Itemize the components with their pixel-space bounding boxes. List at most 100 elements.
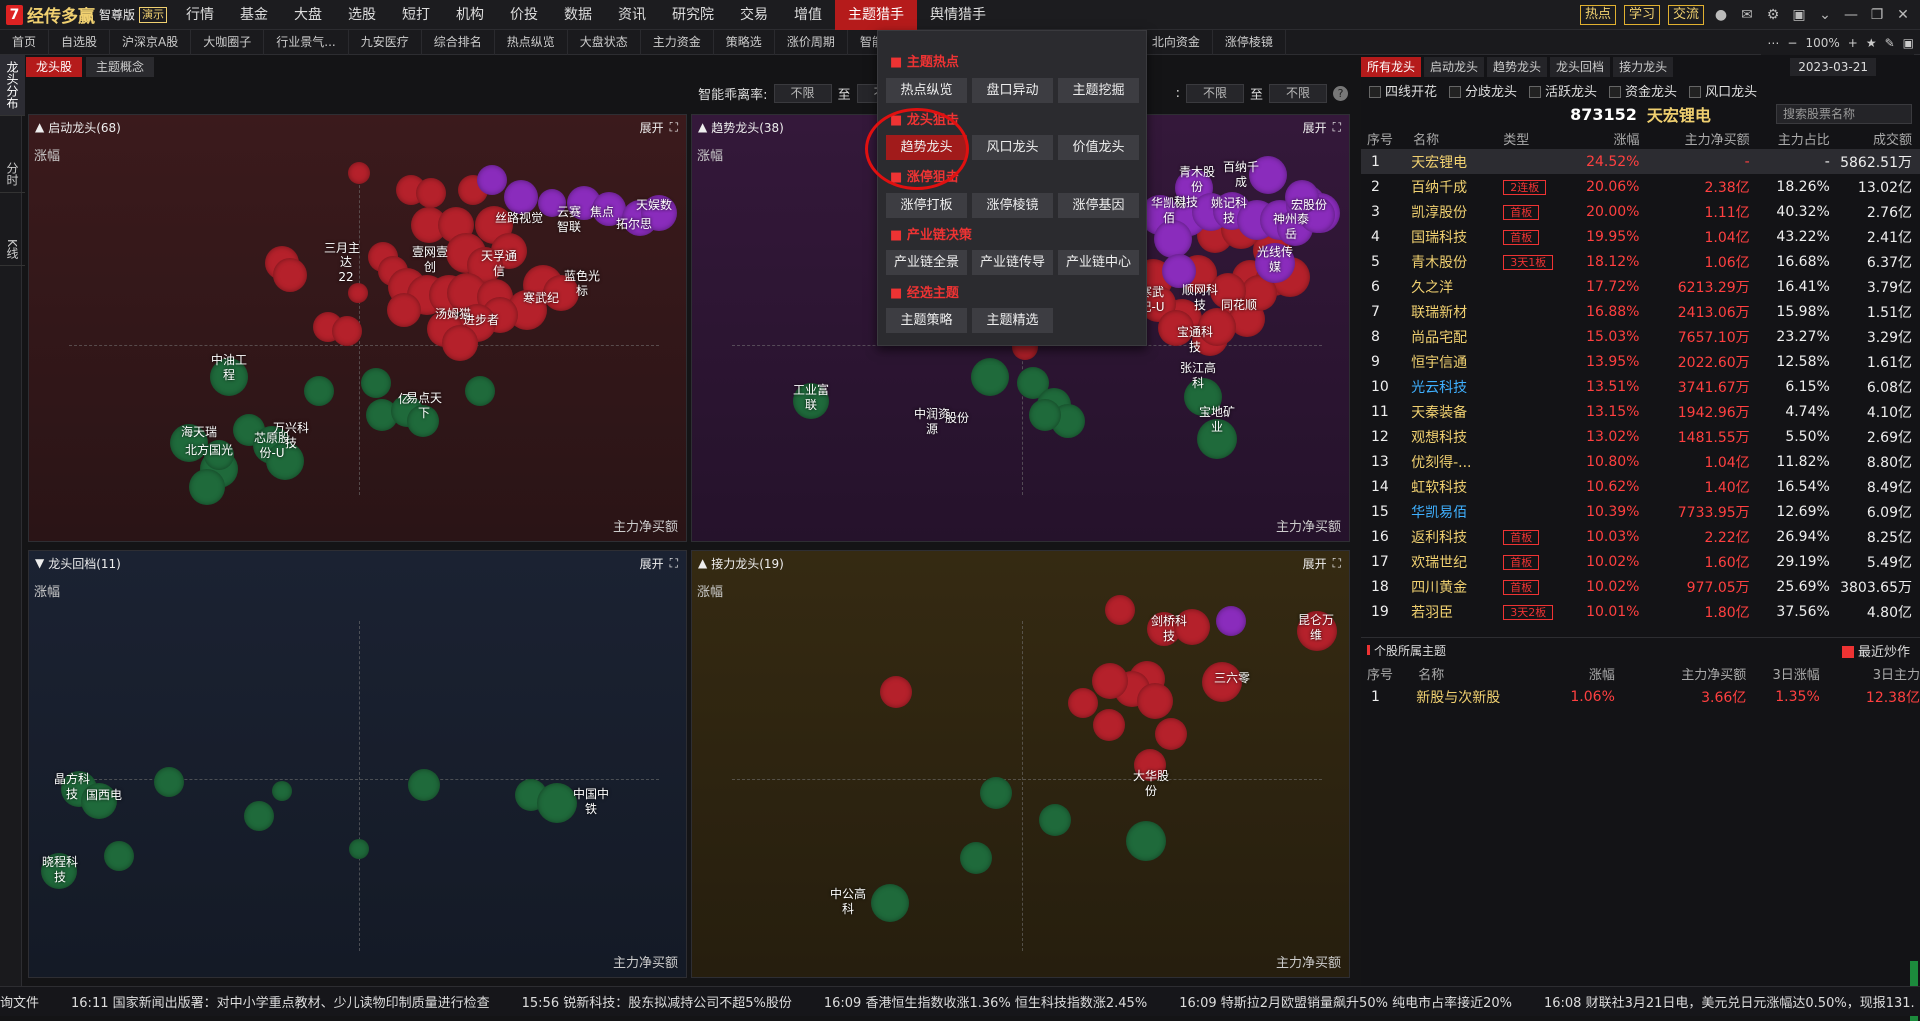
table-row[interactable]: 19 若羽臣 3天2板 10.01% 1.80亿 37.56% 4.80亿 <box>1361 599 1920 624</box>
column-header[interactable]: 主力净买额 <box>1681 667 1747 683</box>
window-icon[interactable]: ▣ <box>1792 7 1806 23</box>
expand-button[interactable]: 展开 <box>639 121 664 135</box>
stock-bubble[interactable] <box>1029 399 1061 431</box>
stock-label[interactable]: 百纳千成 <box>1222 160 1259 189</box>
stock-bubble[interactable] <box>1198 308 1236 346</box>
date-selector[interactable]: 2023-03-21 <box>1790 58 1876 76</box>
stock-bubble[interactable] <box>1216 606 1246 636</box>
deviation-min-input[interactable]: 不限 <box>773 83 832 103</box>
stock-label[interactable]: 昆仑万维 <box>1297 613 1334 642</box>
stock-bubble[interactable] <box>266 442 304 480</box>
table-row[interactable]: 13 优刻得-... 10.80% 1.04亿 11.82% 8.80亿 <box>1361 449 1920 474</box>
chevron-down-icon[interactable]: ⌄ <box>1819 7 1831 23</box>
stock-label[interactable]: 万兴科技 <box>272 421 309 450</box>
menu-chain-center[interactable]: 产业链中心 <box>1058 250 1139 275</box>
table-row[interactable]: 11 天秦装备 13.15% 1942.96万 4.74% 4.10亿 <box>1361 399 1920 424</box>
stock-bubble[interactable] <box>408 769 440 801</box>
tab-item[interactable]: 首页 <box>0 29 50 55</box>
stock-label[interactable]: 蓝色光标 <box>563 269 600 298</box>
stock-bubble[interactable] <box>1184 378 1222 416</box>
stock-label[interactable]: 进步者 <box>462 313 499 327</box>
expand-button[interactable]: 展开 <box>639 557 664 571</box>
stock-bubble[interactable] <box>1197 419 1237 459</box>
stock-bubble[interactable] <box>349 839 369 859</box>
table-row[interactable]: 14 虹软科技 10.62% 1.40亿 16.54% 8.49亿 <box>1361 474 1920 499</box>
stock-bubble[interactable] <box>244 801 274 831</box>
nav-item[interactable]: 选股 <box>348 6 377 23</box>
nav-item[interactable]: 行情 <box>186 6 215 23</box>
stock-bubble[interactable] <box>1134 749 1166 781</box>
tab-item[interactable]: 涨停棱镜 <box>1213 29 1286 55</box>
tab-item[interactable]: 北向资金 <box>1140 29 1213 55</box>
stock-bubble[interactable] <box>537 783 577 823</box>
table-row[interactable]: 5 青木股份 3天1板 18.12% 1.06亿 16.68% 6.37亿 <box>1361 249 1920 274</box>
stock-label[interactable]: 中润资源 <box>913 407 950 436</box>
column-header[interactable]: 成交额 <box>1872 132 1912 148</box>
stock-label[interactable]: 天娱数 <box>635 198 672 212</box>
stock-label[interactable]: 神州泰岳 <box>1272 212 1309 241</box>
stock-bubble[interactable] <box>204 440 234 470</box>
ticker-item[interactable]: 16:09 特斯拉2月欧盟销量飙升50% 纯电市占率接近20% <box>1179 996 1512 1011</box>
column-header[interactable]: 3日涨幅 <box>1772 667 1820 683</box>
close-icon[interactable]: ✕ <box>1897 7 1909 23</box>
stock-label[interactable]: 宏股份 <box>1290 198 1327 212</box>
stock-label[interactable]: 工业富联 <box>792 383 829 412</box>
stock-label[interactable]: 海天瑞 <box>180 425 217 439</box>
table-row[interactable]: 12 观想科技 13.02% 1481.55万 5.50% 2.69亿 <box>1361 424 1920 449</box>
table-row[interactable]: 1 天宏锂电 24.52% - -5862.51万 <box>1361 149 1920 174</box>
stock-bubble[interactable] <box>641 195 677 231</box>
column-header[interactable]: 序号 <box>1367 132 1394 148</box>
stock-bubble[interactable] <box>81 783 117 819</box>
ticker-item[interactable]: 询文件 <box>0 996 40 1011</box>
tab-item[interactable]: 主力资金 <box>641 29 714 55</box>
tab-item[interactable]: 大盘状态 <box>568 29 641 55</box>
stock-bubble[interactable] <box>348 283 368 303</box>
stock-label[interactable]: 张江高科 <box>1179 361 1216 390</box>
filter-checkbox[interactable]: 风口龙头 <box>1689 81 1757 100</box>
stock-bubble[interactable] <box>1158 310 1194 346</box>
view-intraday[interactable]: 分时 <box>0 156 25 193</box>
menu-theme-selection[interactable]: 主题精选 <box>972 308 1053 333</box>
menu-theme-mining[interactable]: 主题挖掘 <box>1058 78 1139 103</box>
expand-button[interactable]: 展开 <box>1302 557 1327 571</box>
stock-bubble[interactable] <box>361 368 391 398</box>
stock-bubble[interactable] <box>1137 683 1173 719</box>
leader-tab[interactable]: 趋势龙头 <box>1487 57 1548 77</box>
stock-bubble[interactable] <box>871 884 909 922</box>
ticker-item[interactable]: 16:11 国家新闻出版署：对中小学重点教材、少儿读物印制质量进行检查 <box>71 996 490 1011</box>
tab-item[interactable]: 自选股 <box>49 29 111 55</box>
stock-bubble[interactable] <box>880 676 912 708</box>
message-icon[interactable]: ✉ <box>1741 7 1753 23</box>
column-header[interactable]: 涨幅 <box>1613 132 1640 148</box>
stock-label[interactable]: 科技 <box>1173 195 1198 209</box>
menu-wind-leader[interactable]: 风口龙头 <box>972 135 1053 160</box>
tab-item[interactable]: 涨价周期 <box>775 29 848 55</box>
expand-button[interactable]: 展开 <box>1302 121 1327 135</box>
stock-bubble[interactable] <box>104 841 134 871</box>
nav-item[interactable]: 短打 <box>402 6 431 23</box>
recent-checkbox[interactable]: 最近炒作 <box>1841 641 1910 660</box>
stock-bubble[interactable] <box>210 358 248 396</box>
table-row[interactable]: 7 联瑞新材 16.88% 2413.06万 15.98% 1.51亿 <box>1361 299 1920 324</box>
stock-bubble[interactable] <box>1249 156 1287 194</box>
stock-label[interactable]: 顺网科技 <box>1181 283 1218 312</box>
menu-chain-transmission[interactable]: 产业链传导 <box>972 250 1053 275</box>
nav-item[interactable]: 主题猎手 <box>835 0 918 30</box>
stock-bubble[interactable] <box>971 358 1009 396</box>
stock-bubble[interactable] <box>793 383 829 419</box>
stock-bubble[interactable] <box>273 258 307 292</box>
gear-icon[interactable]: ⚙ <box>1766 7 1780 23</box>
stock-bubble[interactable] <box>1255 243 1295 283</box>
tab-item[interactable]: 行业景气... <box>264 29 349 55</box>
stock-label[interactable]: 三月主 <box>323 241 360 255</box>
stock-bubble[interactable] <box>980 777 1012 809</box>
stock-bubble[interactable] <box>407 405 439 437</box>
table-row[interactable]: 16 返利科技 首板 10.03% 2.22亿 26.94% 8.25亿 <box>1361 524 1920 549</box>
column-header[interactable]: 主力净买额 <box>1684 132 1750 148</box>
filter3-max-input[interactable]: 不限 <box>1269 83 1327 103</box>
view-kline[interactable]: K线 <box>0 233 25 266</box>
subtab-theme-concept[interactable]: 主题概念 <box>86 57 155 77</box>
filter-checkbox[interactable]: 资金龙头 <box>1609 81 1677 100</box>
nav-item[interactable]: 交易 <box>740 6 769 23</box>
stock-label[interactable]: 晶方科技 <box>53 772 90 801</box>
